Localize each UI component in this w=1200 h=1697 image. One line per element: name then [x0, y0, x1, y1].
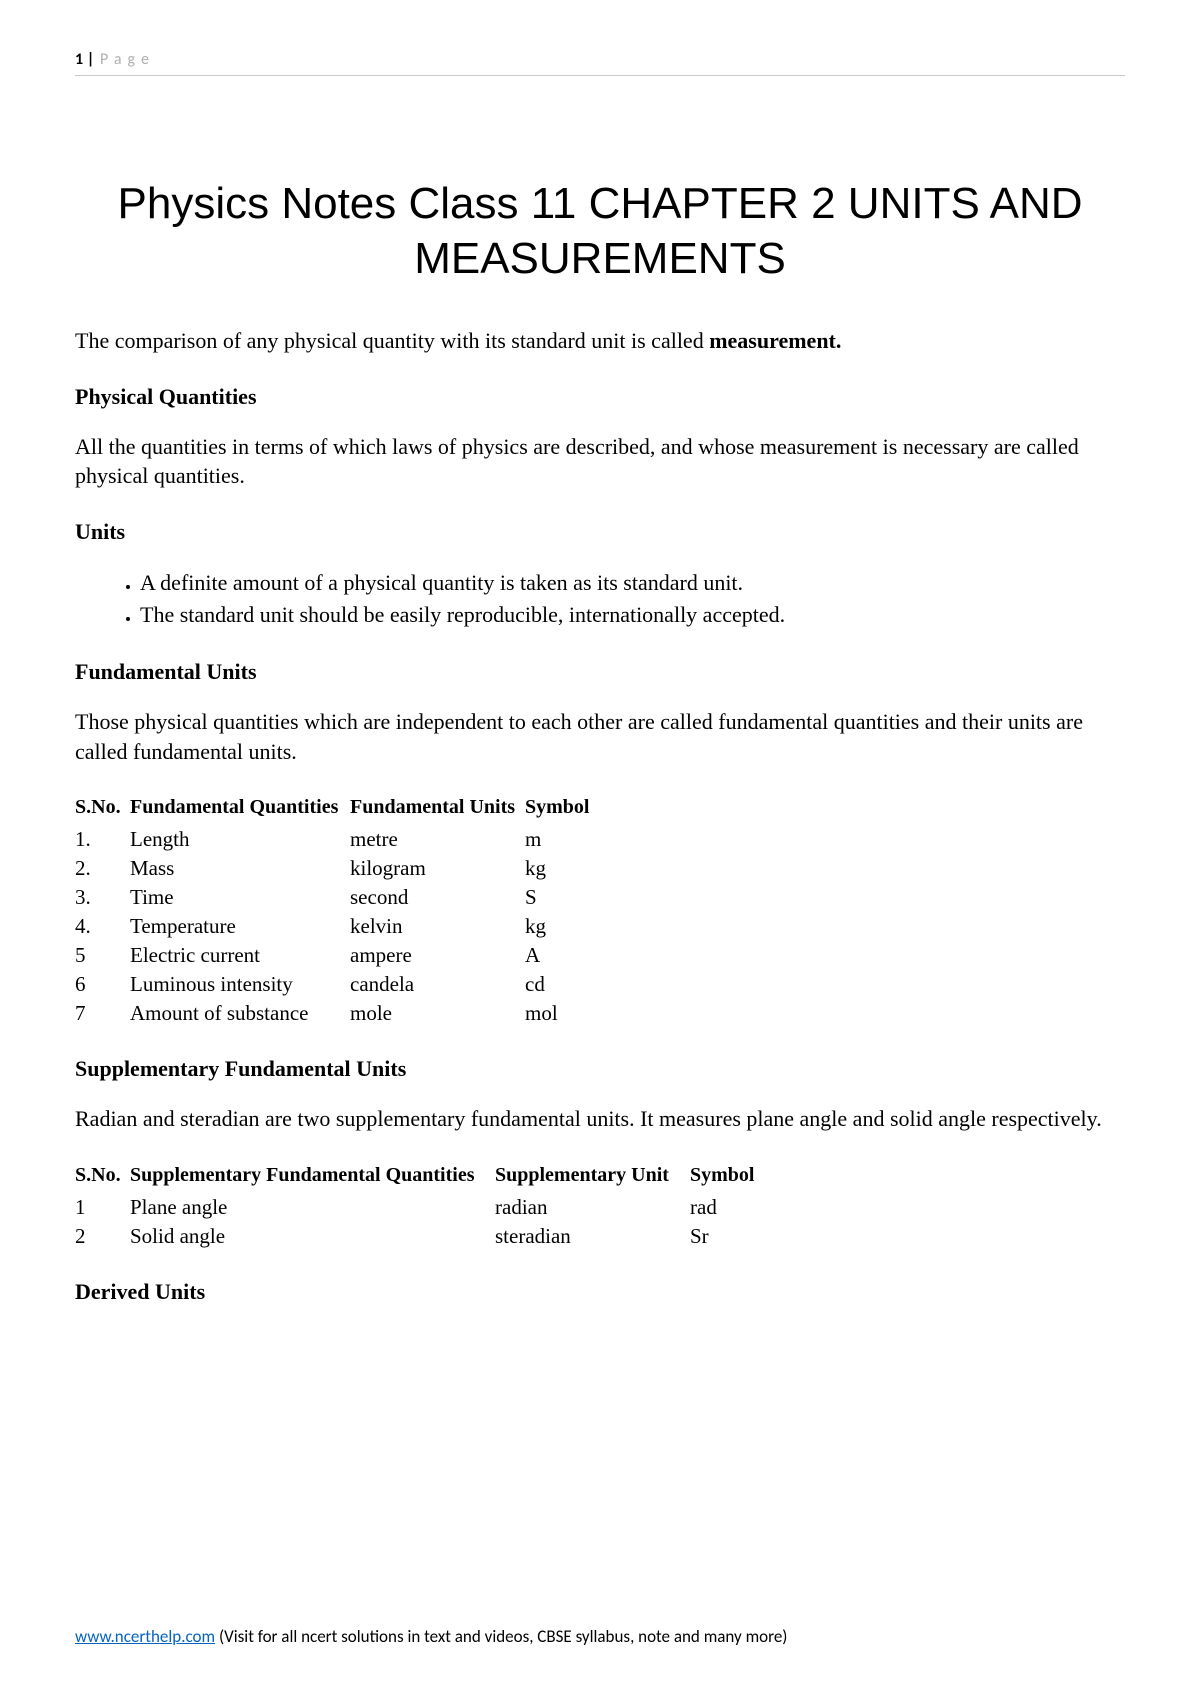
fundamental-units-heading: Fundamental Units	[75, 659, 1125, 685]
table-cell: 6	[75, 970, 130, 999]
table-cell: metre	[350, 825, 525, 854]
fundamental-units-text: Those physical quantities which are inde…	[75, 707, 1125, 766]
page-footer: www.ncerthelp.com (Visit for all ncert s…	[75, 1626, 787, 1647]
page-header: 1 | Page	[75, 50, 1125, 76]
table-cell: Mass	[130, 854, 350, 883]
table-header-cell: Symbol	[525, 794, 615, 825]
footer-link[interactable]: www.ncerthelp.com	[75, 1626, 215, 1647]
table-cell: 1	[75, 1193, 130, 1222]
table-cell: rad	[690, 1193, 780, 1222]
table-cell: 1.	[75, 825, 130, 854]
table-cell: Plane angle	[130, 1193, 495, 1222]
table-cell: 2.	[75, 854, 130, 883]
table-cell: S	[525, 883, 615, 912]
supplementary-table: S.No.Supplementary Fundamental Quantitie…	[75, 1162, 780, 1251]
supplementary-heading: Supplementary Fundamental Units	[75, 1056, 1125, 1082]
supplementary-text: Radian and steradian are two supplementa…	[75, 1104, 1125, 1134]
table-header-cell: Supplementary Fundamental Quantities	[130, 1162, 495, 1193]
table-cell: Time	[130, 883, 350, 912]
table-row: 4.Temperaturekelvinkg	[75, 912, 615, 941]
physical-quantities-heading: Physical Quantities	[75, 384, 1125, 410]
table-header-cell: Fundamental Units	[350, 794, 525, 825]
table-header-cell: Supplementary Unit	[495, 1162, 690, 1193]
document-title: Physics Notes Class 11 CHAPTER 2 UNITS A…	[75, 176, 1125, 286]
table-cell: steradian	[495, 1222, 690, 1251]
units-bullet-item: A definite amount of a physical quantity…	[140, 567, 1125, 599]
table-cell: kilogram	[350, 854, 525, 883]
table-cell: 4.	[75, 912, 130, 941]
table-cell: cd	[525, 970, 615, 999]
table-cell: 7	[75, 999, 130, 1028]
table-row: 6Luminous intensitycandelacd	[75, 970, 615, 999]
table-cell: Sr	[690, 1222, 780, 1251]
table-row: 1.Lengthmetrem	[75, 825, 615, 854]
table-cell: Temperature	[130, 912, 350, 941]
table-cell: second	[350, 883, 525, 912]
intro-paragraph: The comparison of any physical quantity …	[75, 326, 1125, 356]
table-row: 7Amount of substancemolemol	[75, 999, 615, 1028]
physical-quantities-text: All the quantities in terms of which law…	[75, 432, 1125, 491]
table-cell: kelvin	[350, 912, 525, 941]
table-row: 5Electric currentampereA	[75, 941, 615, 970]
table-cell: Length	[130, 825, 350, 854]
table-cell: m	[525, 825, 615, 854]
table-row: 1Plane angleradianrad	[75, 1193, 780, 1222]
table-row: 2Solid anglesteradianSr	[75, 1222, 780, 1251]
units-bullet-item: The standard unit should be easily repro…	[140, 599, 1125, 631]
fundamental-units-table: S.No.Fundamental QuantitiesFundamental U…	[75, 794, 615, 1028]
derived-units-heading: Derived Units	[75, 1279, 1125, 1305]
page-number: 1	[75, 50, 83, 69]
table-cell: Luminous intensity	[130, 970, 350, 999]
units-bullet-list: A definite amount of a physical quantity…	[140, 567, 1125, 631]
table-cell: Electric current	[130, 941, 350, 970]
footer-text: (Visit for all ncert solutions in text a…	[215, 1626, 787, 1647]
units-heading: Units	[75, 519, 1125, 545]
intro-bold: measurement.	[709, 328, 841, 353]
table-cell: ampere	[350, 941, 525, 970]
table-header-cell: Symbol	[690, 1162, 780, 1193]
table-cell: Solid angle	[130, 1222, 495, 1251]
table-row: 3.TimesecondS	[75, 883, 615, 912]
table-cell: 3.	[75, 883, 130, 912]
table-header-cell: S.No.	[75, 1162, 130, 1193]
intro-text: The comparison of any physical quantity …	[75, 328, 709, 353]
table-cell: 2	[75, 1222, 130, 1251]
table-cell: candela	[350, 970, 525, 999]
table-cell: mol	[525, 999, 615, 1028]
table-cell: kg	[525, 912, 615, 941]
table-row: 2.Masskilogramkg	[75, 854, 615, 883]
table-header-cell: S.No.	[75, 794, 130, 825]
table-cell: mole	[350, 999, 525, 1028]
table-cell: Amount of substance	[130, 999, 350, 1028]
table-cell: radian	[495, 1193, 690, 1222]
page-label: Page	[100, 50, 155, 69]
table-header-cell: Fundamental Quantities	[130, 794, 350, 825]
table-cell: A	[525, 941, 615, 970]
page-separator: |	[83, 50, 98, 69]
table-cell: kg	[525, 854, 615, 883]
table-cell: 5	[75, 941, 130, 970]
